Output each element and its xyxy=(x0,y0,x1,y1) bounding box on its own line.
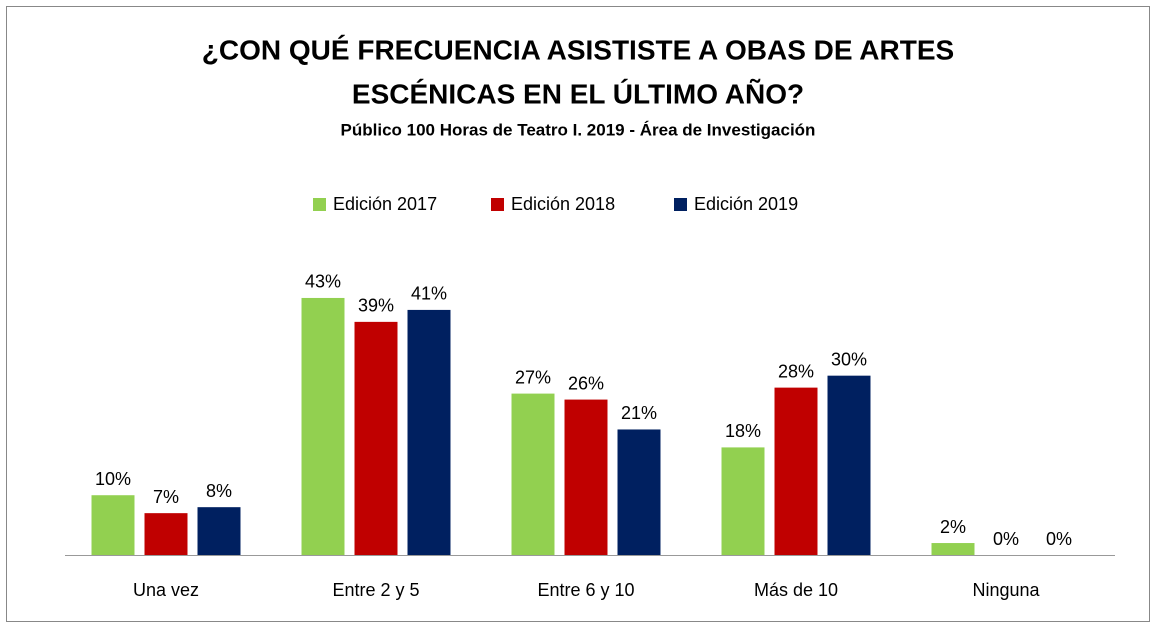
bar xyxy=(144,513,188,555)
data-label: 43% xyxy=(305,272,341,292)
data-label: 18% xyxy=(725,421,761,441)
data-label: 7% xyxy=(153,487,179,507)
chart-title: ¿CON QUÉ FRECUENCIA ASISTISTE A OBAS DE … xyxy=(202,34,954,65)
x-tick-label: Una vez xyxy=(133,580,199,600)
bar xyxy=(301,297,345,555)
bar xyxy=(721,447,765,555)
data-label: 0% xyxy=(993,529,1019,549)
bar xyxy=(407,309,451,555)
bar xyxy=(617,429,661,555)
data-label: 0% xyxy=(1046,529,1072,549)
legend-swatch xyxy=(491,198,504,211)
data-label: 26% xyxy=(568,373,604,393)
legend-swatch xyxy=(674,198,687,211)
bar xyxy=(564,399,608,555)
bar xyxy=(354,321,398,555)
x-tick-label: Más de 10 xyxy=(754,580,838,600)
legend-label: Edición 2019 xyxy=(694,194,798,214)
x-tick-label: Entre 2 y 5 xyxy=(332,580,419,600)
data-label: 41% xyxy=(411,284,447,304)
data-label: 39% xyxy=(358,296,394,316)
legend-label: Edición 2018 xyxy=(511,194,615,214)
data-label: 2% xyxy=(940,517,966,537)
data-label: 10% xyxy=(95,469,131,489)
bar xyxy=(774,387,818,555)
bar xyxy=(827,375,871,555)
legend-label: Edición 2017 xyxy=(333,194,437,214)
bar xyxy=(91,495,135,555)
legend-swatch xyxy=(313,198,326,211)
data-label: 27% xyxy=(515,367,551,387)
data-label: 30% xyxy=(831,349,867,369)
bar xyxy=(931,543,975,555)
chart-title: ESCÉNICAS EN EL ÚLTIMO AÑO? xyxy=(352,78,804,109)
x-tick-label: Ninguna xyxy=(972,580,1040,600)
x-tick-label: Entre 6 y 10 xyxy=(537,580,634,600)
bar xyxy=(511,393,555,555)
chart-subtitle: Público 100 Horas de Teatro I. 2019 - Ár… xyxy=(341,120,816,139)
bar xyxy=(197,507,241,555)
data-label: 21% xyxy=(621,403,657,423)
data-label: 8% xyxy=(206,481,232,501)
data-label: 28% xyxy=(778,361,814,381)
